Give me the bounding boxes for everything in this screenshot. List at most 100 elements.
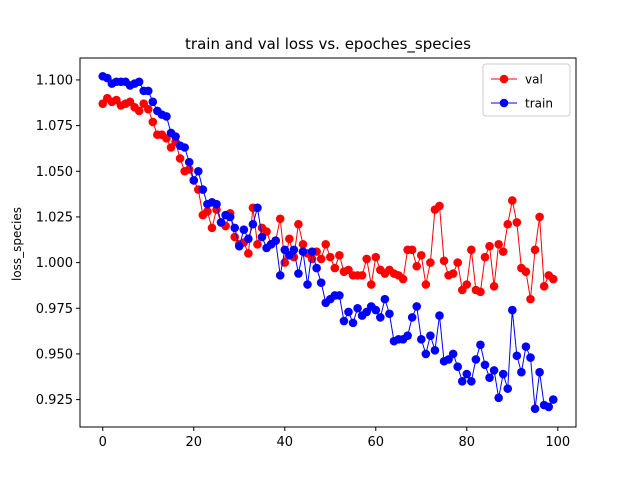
data-point-val — [398, 274, 408, 284]
data-point-val — [489, 282, 499, 291]
legend-marker-icon — [499, 98, 509, 108]
data-point-val — [362, 254, 371, 264]
data-point-train — [480, 360, 490, 370]
data-point-val — [512, 218, 522, 227]
y-tick-label: 0.950 — [36, 347, 73, 362]
data-point-train — [303, 280, 312, 289]
data-point-train — [435, 311, 444, 320]
data-point-train — [416, 335, 426, 344]
y-tick-label: 1.050 — [36, 165, 73, 180]
legend-label: train — [525, 97, 553, 111]
data-point-train — [457, 377, 467, 386]
data-point-val — [143, 104, 153, 114]
data-point-val — [366, 280, 376, 289]
data-point-val — [316, 254, 326, 264]
data-point-train — [198, 185, 208, 194]
data-point-train — [143, 86, 153, 96]
data-point-train — [544, 402, 553, 412]
data-point-train — [380, 294, 390, 304]
data-point-train — [316, 278, 326, 287]
data-point-val — [476, 287, 485, 297]
data-point-train — [407, 313, 417, 322]
data-point-train — [507, 305, 517, 315]
data-point-train — [371, 305, 381, 315]
data-point-val — [207, 223, 217, 233]
data-point-val — [498, 247, 508, 256]
data-point-val — [357, 271, 367, 280]
data-point-val — [275, 214, 285, 224]
data-point-train — [453, 362, 462, 372]
data-point-train — [194, 166, 203, 176]
data-point-val — [371, 252, 381, 262]
data-point-val — [507, 196, 517, 205]
legend-item-val: val — [491, 73, 543, 87]
data-point-val — [148, 117, 158, 127]
legend: val train — [482, 63, 571, 117]
data-point-train — [503, 384, 513, 393]
plot-area: 0 20 40 60 80 100 0.925 0.950 0.975 1.000 1.025 1.0… — [36, 57, 577, 450]
data-point-train — [257, 232, 267, 242]
y-tick-label: 1.025 — [36, 210, 73, 225]
data-point-val — [421, 280, 431, 289]
data-point-train — [476, 340, 485, 350]
data-point-val — [416, 250, 426, 260]
data-point-train — [225, 212, 235, 222]
data-point-train — [239, 225, 249, 235]
data-point-val — [335, 250, 344, 260]
data-point-train — [353, 303, 362, 313]
data-point-val — [298, 240, 308, 249]
data-point-val — [526, 294, 535, 304]
data-point-train — [162, 112, 171, 121]
data-point-train — [348, 318, 358, 328]
data-point-train — [189, 176, 199, 185]
data-point-train — [216, 218, 226, 227]
data-point-train — [298, 247, 308, 256]
x-tick-label: 60 — [368, 435, 385, 450]
data-point-train — [234, 241, 244, 251]
y-axis-title: loss_species — [10, 207, 24, 281]
y-tick-label: 1.000 — [36, 256, 73, 271]
x-tick-label: 20 — [185, 435, 202, 450]
legend-marker-icon — [499, 74, 509, 84]
x-tick-label: 80 — [459, 435, 476, 450]
data-point-train — [244, 234, 253, 244]
data-point-train — [307, 247, 317, 256]
data-point-train — [275, 271, 285, 280]
data-point-train — [489, 366, 499, 375]
data-point-val — [530, 245, 540, 255]
data-point-val — [294, 219, 303, 229]
data-point-train — [385, 309, 394, 319]
y-tick-label: 1.075 — [36, 119, 73, 134]
data-point-train — [248, 219, 258, 229]
data-point-train — [498, 369, 508, 379]
data-point-val — [503, 219, 513, 229]
x-tick-label: 0 — [99, 435, 107, 450]
data-point-train — [467, 377, 476, 386]
data-point-val — [203, 207, 212, 216]
data-point-val — [321, 240, 331, 249]
data-point-train — [271, 236, 280, 245]
legend-item-train: train — [491, 97, 553, 111]
legend-label: val — [525, 73, 543, 87]
data-point-train — [426, 331, 435, 340]
data-point-train — [494, 393, 503, 403]
data-point-train — [471, 355, 481, 364]
data-point-train — [517, 367, 526, 377]
data-point-train — [530, 404, 540, 414]
data-point-val — [480, 252, 490, 262]
data-point-val — [412, 261, 422, 271]
data-point-val — [494, 240, 503, 249]
data-point-val — [244, 249, 253, 258]
data-point-val — [467, 245, 476, 255]
data-point-train — [312, 263, 321, 273]
data-point-val — [548, 274, 558, 284]
data-point-train — [171, 132, 180, 141]
data-point-val — [485, 241, 494, 251]
data-point-train — [184, 157, 194, 167]
data-point-val — [330, 263, 340, 273]
data-point-train — [430, 345, 440, 355]
data-point-val — [325, 252, 335, 262]
data-point-train — [462, 369, 472, 379]
data-point-val — [175, 154, 185, 163]
